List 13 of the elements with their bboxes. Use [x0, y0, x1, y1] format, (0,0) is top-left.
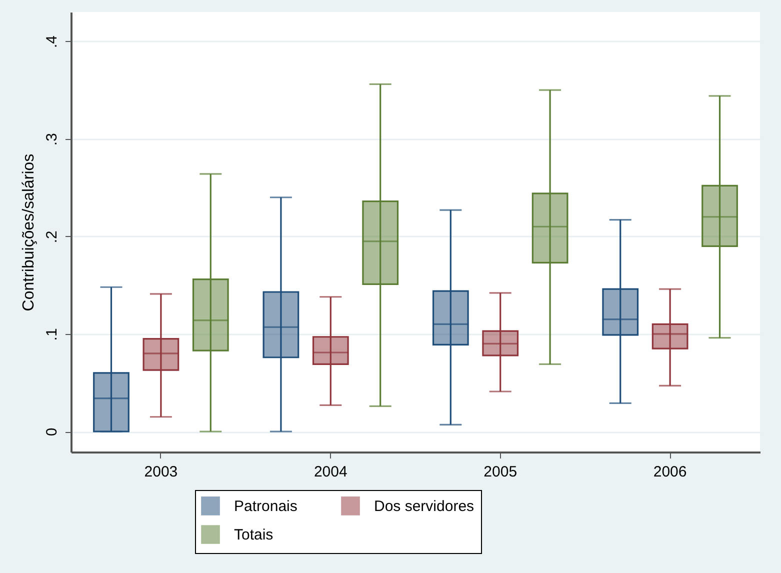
legend-label: Totais [234, 526, 274, 544]
x-tick-label: 2003 [144, 464, 178, 480]
x-tick-label: 2005 [484, 464, 518, 480]
y-tick-label: .1 [44, 328, 60, 341]
y-tick-label: .4 [44, 36, 60, 48]
x-tick-label: 2004 [314, 464, 348, 480]
y-tick-label: 0 [44, 428, 60, 436]
y-tick-label: .2 [44, 230, 60, 244]
legend-label: Dos servidores [374, 498, 474, 515]
legend-label: Patronais [234, 498, 298, 515]
y-axis-title: Contribuições/salários [20, 154, 38, 312]
y-tick-label: .3 [44, 133, 60, 146]
x-tick-label: 2006 [653, 464, 687, 480]
